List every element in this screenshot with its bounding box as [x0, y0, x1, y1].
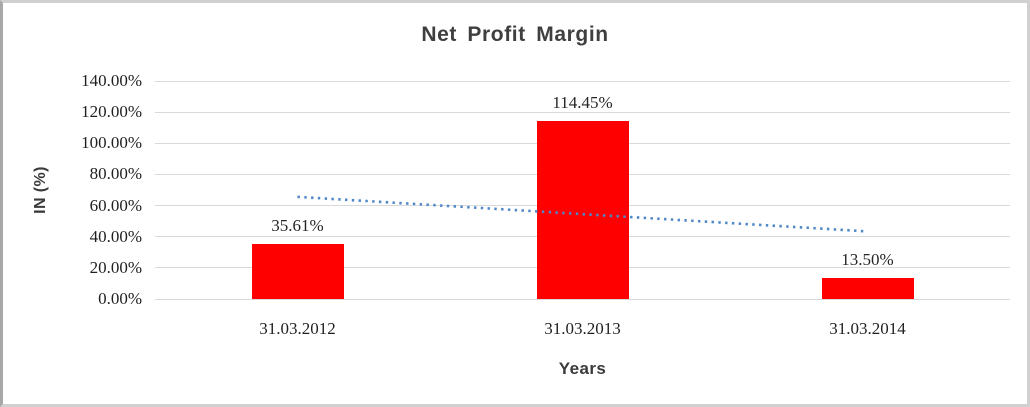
- gridline: [155, 298, 1010, 300]
- data-label: 13.50%: [841, 249, 894, 269]
- plot-area: 35.61% 114.45% 13.50%: [155, 80, 1010, 300]
- bar-31.03.2012: [251, 243, 344, 299]
- data-label: 35.61%: [271, 215, 324, 235]
- y-tick-label: 40.00%: [89, 226, 142, 246]
- trendline: [297, 195, 868, 233]
- chart-title: Net Profit Margin: [421, 23, 609, 46]
- y-tick-label: 60.00%: [89, 195, 142, 215]
- bar-31.03.2013: [536, 120, 629, 299]
- y-tick-label: 80.00%: [89, 164, 142, 184]
- x-tick-label: 31.03.2014: [829, 319, 906, 338]
- x-axis-title: Years: [558, 359, 607, 378]
- bar-31.03.2014: [821, 277, 914, 299]
- y-axis-title: IN (%): [32, 166, 49, 214]
- y-tick-label: 120.00%: [81, 102, 142, 122]
- y-tick-label: 0.00%: [98, 289, 142, 308]
- x-tick-label: 31.03.2013: [544, 319, 621, 338]
- x-tick-label: 31.03.2012: [259, 319, 336, 338]
- y-tick-label: 20.00%: [89, 257, 142, 277]
- y-tick-label: 100.00%: [81, 133, 142, 153]
- gridline: [155, 80, 1010, 82]
- gridline: [155, 111, 1010, 113]
- y-tick-label: 140.00%: [81, 71, 142, 90]
- data-label: 114.45%: [552, 92, 613, 112]
